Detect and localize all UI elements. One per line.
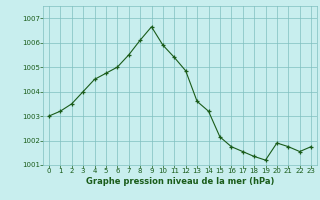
- X-axis label: Graphe pression niveau de la mer (hPa): Graphe pression niveau de la mer (hPa): [86, 177, 274, 186]
